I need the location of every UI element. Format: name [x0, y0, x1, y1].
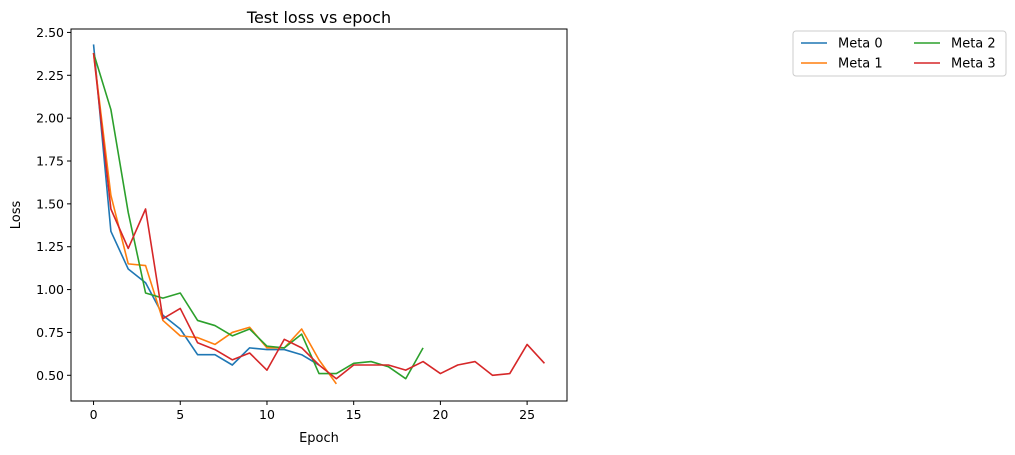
legend-label-3: Meta 3: [951, 57, 996, 72]
x-tick-label: 5: [176, 407, 184, 422]
y-tick-label: 1.50: [36, 196, 64, 211]
legend-label-2: Meta 2: [951, 37, 996, 52]
y-tick-label: 0.50: [36, 368, 64, 383]
y-tick-label: 1.75: [36, 154, 64, 169]
y-tick-label: 2.50: [36, 25, 64, 40]
series-layer: [92, 44, 546, 385]
y-tick-label: 2.00: [36, 111, 64, 126]
y-tick-label: 0.75: [36, 325, 64, 340]
series-line-0: [92, 44, 320, 366]
x-tick-label: 10: [259, 407, 275, 422]
series-line-2: [92, 52, 424, 380]
chart-title: Test loss vs epoch: [246, 8, 391, 27]
y-tick-label: 1.00: [36, 282, 64, 297]
series-line-1: [92, 52, 337, 385]
legend: Meta 0 Meta 1 Meta 2 Meta 3: [792, 30, 1007, 77]
x-axis-label: Epoch: [299, 431, 339, 446]
series-line-3: [92, 52, 546, 380]
x-tick-label: 0: [90, 407, 98, 422]
x-axis: 0 5 10 15 20 25: [90, 401, 535, 422]
legend-label-0: Meta 0: [838, 37, 883, 52]
legend-box: [792, 30, 1007, 77]
x-tick-label: 15: [346, 407, 362, 422]
legend-label-1: Meta 1: [838, 57, 883, 72]
y-tick-label: 1.25: [36, 239, 64, 254]
plot-frame: [70, 28, 568, 402]
x-tick-label: 25: [519, 407, 535, 422]
y-axis: 0.50 0.75 1.00 1.25 1.50 1.75 2.00 2.25 2.50: [36, 25, 71, 383]
x-tick-label: 20: [432, 407, 448, 422]
y-axis-label: Loss: [9, 201, 24, 230]
y-tick-label: 2.25: [36, 68, 64, 83]
